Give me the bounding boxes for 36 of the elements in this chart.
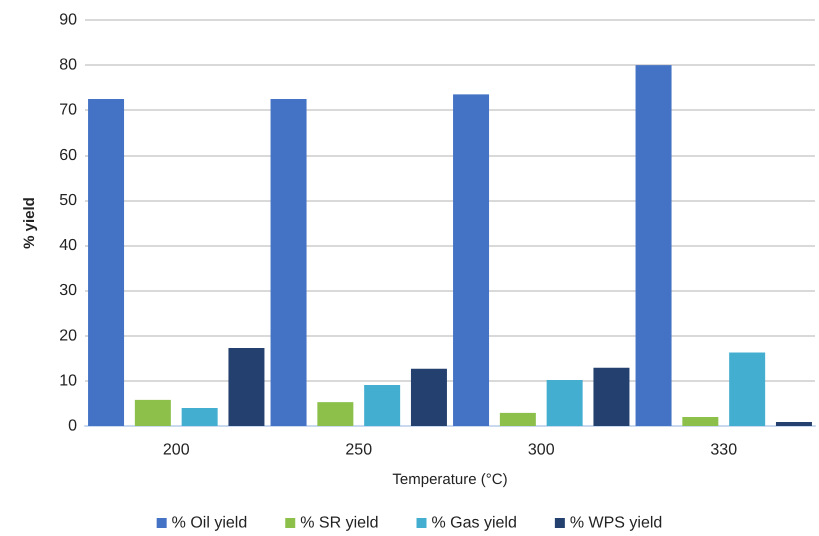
bar: [134, 400, 171, 426]
legend-label: % WPS yield: [570, 514, 662, 532]
y-tick-label: 90: [59, 12, 78, 28]
y-tick-label: 30: [59, 282, 78, 300]
y-tick-label: 80: [59, 56, 78, 74]
x-tick-label: 300: [528, 442, 555, 458]
y-tick-label: 60: [59, 146, 78, 164]
bar: [636, 65, 672, 426]
y-tick-label: 50: [59, 192, 78, 209]
legend-label: % Oil yield: [172, 514, 248, 532]
bar: [593, 368, 630, 426]
legend-label: % Gas yield: [431, 514, 517, 532]
bar: [682, 416, 718, 426]
y-tick-label: 10: [59, 372, 78, 390]
y-tick-label: 40: [59, 237, 78, 254]
bar: [270, 98, 307, 426]
bar: [776, 422, 812, 426]
bar: [317, 402, 354, 426]
bar: [729, 352, 766, 426]
bar: [228, 348, 264, 426]
x-axis-title: Temperature (°C): [392, 471, 508, 488]
y-tick-label: 20: [59, 327, 78, 344]
bar: [410, 368, 447, 426]
bar: [453, 94, 490, 426]
y-axis-title: % yield: [21, 197, 38, 249]
bar: [500, 412, 536, 426]
y-tick-label: 0: [68, 418, 78, 434]
bar: [88, 98, 124, 426]
x-tick-label: 330: [710, 442, 738, 458]
legend-label: % SR yield: [300, 514, 378, 532]
x-tick-label: 250: [345, 442, 372, 458]
bar: [182, 408, 218, 426]
x-tick-label: 200: [162, 442, 190, 458]
bar: [364, 384, 400, 426]
y-tick-label: 70: [59, 102, 78, 119]
bar: [546, 380, 583, 426]
